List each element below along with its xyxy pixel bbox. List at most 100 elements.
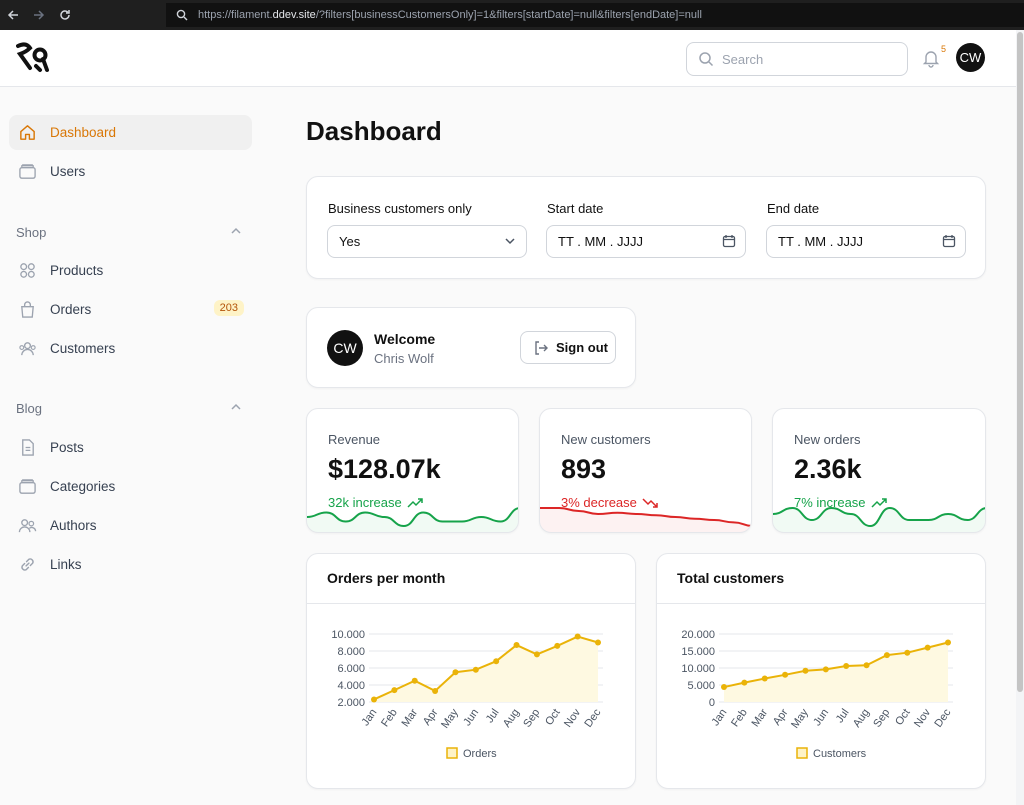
sign-out-button[interactable]: Sign out	[520, 331, 616, 364]
data-point[interactable]	[411, 677, 418, 684]
x-tick-label: Apr	[771, 707, 791, 728]
sparkline-line	[540, 507, 751, 527]
calendar-icon[interactable]	[942, 234, 956, 251]
end-date-input[interactable]: TT . MM . JJJJ	[766, 225, 966, 258]
data-point[interactable]	[554, 642, 561, 649]
data-point[interactable]	[843, 662, 850, 669]
x-tick-label: May	[439, 706, 461, 730]
stat-trend: 7% increase	[794, 495, 887, 510]
calendar-icon[interactable]	[722, 234, 736, 251]
sidebar-item-orders[interactable]: Orders 203	[9, 292, 252, 327]
data-point[interactable]	[533, 651, 540, 658]
data-point[interactable]	[822, 666, 829, 673]
sidebar-group-blog[interactable]: Blog	[16, 401, 43, 416]
sidebar: Dashboard Users Shop Products Orders 203…	[0, 88, 270, 805]
sidebar-item-label: Orders	[50, 302, 92, 317]
forward-icon[interactable]	[26, 0, 52, 30]
data-point[interactable]	[391, 687, 398, 694]
series-line	[723, 641, 949, 689]
x-tick-label: Aug	[851, 707, 872, 730]
data-point[interactable]	[924, 644, 931, 651]
legend-swatch[interactable]	[796, 747, 808, 759]
grid-icon	[17, 261, 37, 281]
sidebar-item-posts[interactable]: Posts	[9, 430, 252, 465]
start-date-input[interactable]: TT . MM . JJJJ	[546, 225, 746, 258]
bell-icon[interactable]	[921, 48, 941, 73]
business-customers-select[interactable]: Yes	[327, 225, 527, 258]
start-date-label: Start date	[547, 201, 604, 216]
search-placeholder: Search	[722, 51, 764, 67]
sidebar-group-shop[interactable]: Shop	[16, 225, 47, 240]
data-point[interactable]	[904, 649, 911, 656]
x-tick-label: Jul	[834, 707, 852, 725]
data-point[interactable]	[513, 642, 520, 649]
stat-label: New orders	[794, 432, 861, 447]
back-icon[interactable]	[0, 0, 26, 30]
sidebar-item-categories[interactable]: Categories	[9, 469, 252, 504]
stat-value: 2.36k	[794, 454, 862, 484]
data-point[interactable]	[371, 696, 377, 703]
sidebar-item-dashboard[interactable]: Dashboard	[9, 115, 252, 150]
data-point[interactable]	[863, 662, 870, 669]
data-point[interactable]	[741, 679, 748, 686]
legend-label[interactable]: Customers	[813, 748, 867, 760]
stat-trend-text: 32k increase	[328, 495, 402, 510]
home-icon	[17, 123, 37, 143]
legend-label[interactable]: Orders	[463, 748, 497, 760]
x-tick-label: Dec	[932, 706, 953, 729]
users-icon	[17, 339, 37, 359]
data-point[interactable]	[721, 684, 727, 691]
data-point[interactable]	[432, 687, 439, 694]
data-point[interactable]	[883, 652, 890, 659]
new-orders-sparkline	[773, 506, 985, 532]
data-point[interactable]	[802, 667, 809, 674]
stat-trend: 32k increase	[328, 495, 423, 510]
trending-up-icon	[871, 497, 887, 508]
stat-card-new-customers: New customers 893 3% decrease	[539, 408, 752, 533]
sidebar-item-label: Posts	[50, 440, 84, 455]
address-bar[interactable]: https://filament.ddev.site/?filters[busi…	[166, 3, 1024, 27]
app-logo[interactable]	[16, 42, 50, 79]
data-point[interactable]	[782, 671, 789, 678]
sidebar-item-users[interactable]: Users	[9, 154, 252, 189]
business-select-value: Yes	[339, 234, 361, 249]
sidebar-item-authors[interactable]: Authors	[9, 508, 252, 543]
user-avatar[interactable]: CW	[956, 43, 985, 72]
app-topbar: Search 5 CW	[0, 30, 1016, 87]
sidebar-item-label: Categories	[50, 479, 116, 494]
welcome-card: CW Welcome Chris Wolf Sign out	[306, 307, 636, 388]
area-fill	[724, 642, 948, 702]
x-tick-label: Jun	[461, 707, 481, 728]
data-point[interactable]	[595, 639, 601, 646]
data-point[interactable]	[574, 633, 581, 640]
sidebar-item-label: Links	[50, 557, 82, 572]
avatar: CW	[327, 330, 363, 366]
data-point[interactable]	[493, 658, 500, 665]
x-tick-label: Nov	[562, 706, 583, 729]
sign-out-label: Sign out	[556, 340, 608, 355]
trending-down-icon	[642, 497, 658, 508]
data-point[interactable]	[761, 675, 768, 682]
data-point[interactable]	[945, 639, 951, 646]
area-fill	[374, 636, 598, 702]
document-icon	[17, 438, 37, 458]
chevron-up-icon[interactable]	[230, 224, 242, 242]
y-tick-label: 4.000	[337, 680, 365, 692]
search-input[interactable]: Search	[686, 42, 908, 76]
sidebar-item-links[interactable]: Links	[9, 547, 252, 582]
end-date-label: End date	[767, 201, 820, 216]
stat-trend-text: 3% decrease	[561, 495, 637, 510]
orders-chart-card: Orders per month 10.000 8.000 6.000 4.000 2.…	[306, 553, 636, 789]
y-tick-label: 2.000	[337, 697, 365, 709]
chevron-up-icon[interactable]	[230, 400, 242, 418]
sidebar-item-products[interactable]: Products	[9, 253, 252, 288]
scrollbar-thumb[interactable]	[1017, 32, 1023, 692]
folder-icon	[17, 477, 37, 497]
x-tick-label: Dec	[582, 706, 603, 729]
legend-swatch[interactable]	[446, 747, 458, 759]
sidebar-item-customers[interactable]: Customers	[9, 331, 252, 366]
stat-card-new-orders: New orders 2.36k 7% increase	[772, 408, 986, 533]
data-point[interactable]	[472, 666, 479, 673]
data-point[interactable]	[452, 669, 459, 676]
reload-icon[interactable]	[52, 0, 78, 30]
